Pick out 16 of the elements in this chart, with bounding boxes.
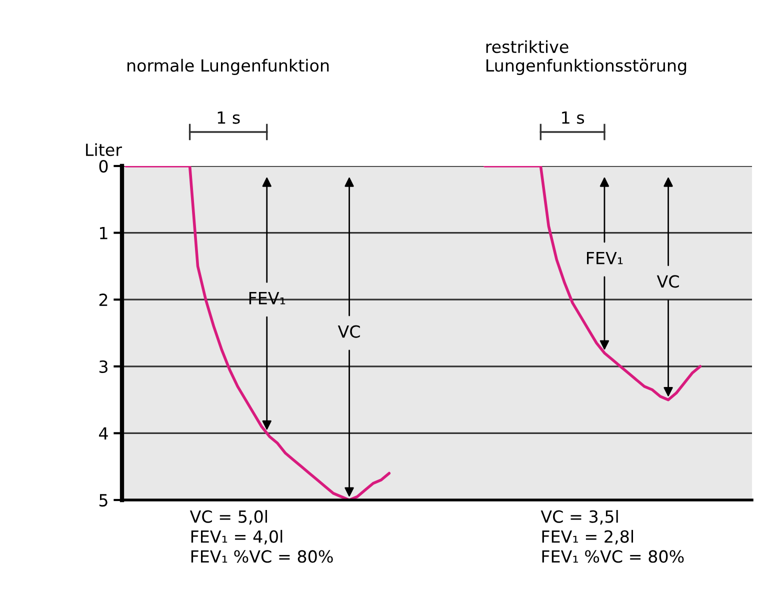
text: restriktive Lungenfunktionsstörung [486, 40, 686, 75]
text: VC = 5,0l FEV₁ = 4,0l FEV₁ %VC = 80% [190, 510, 333, 563]
y-tick-label: 0 [99, 160, 108, 173]
y-axis-title: Liter [86, 143, 122, 156]
annotation: VC [656, 275, 679, 288]
annotation: VC [338, 325, 360, 338]
y-tick-label: 5 [99, 494, 108, 507]
text: 1 s [218, 112, 240, 124]
text: VC = 3,5l FEV₁ = 2,8l FEV₁ %VC = 80% [540, 510, 684, 563]
y-tick-label: 1 [100, 226, 108, 240]
text: 1 s [562, 112, 584, 124]
text: normale Lungenfunktion [128, 58, 329, 75]
annotation: FEV₁ [587, 252, 623, 264]
y-tick-label: 2 [99, 294, 108, 306]
y-tick-label: 4 [99, 427, 108, 440]
y-tick-label: 3 [99, 360, 108, 373]
